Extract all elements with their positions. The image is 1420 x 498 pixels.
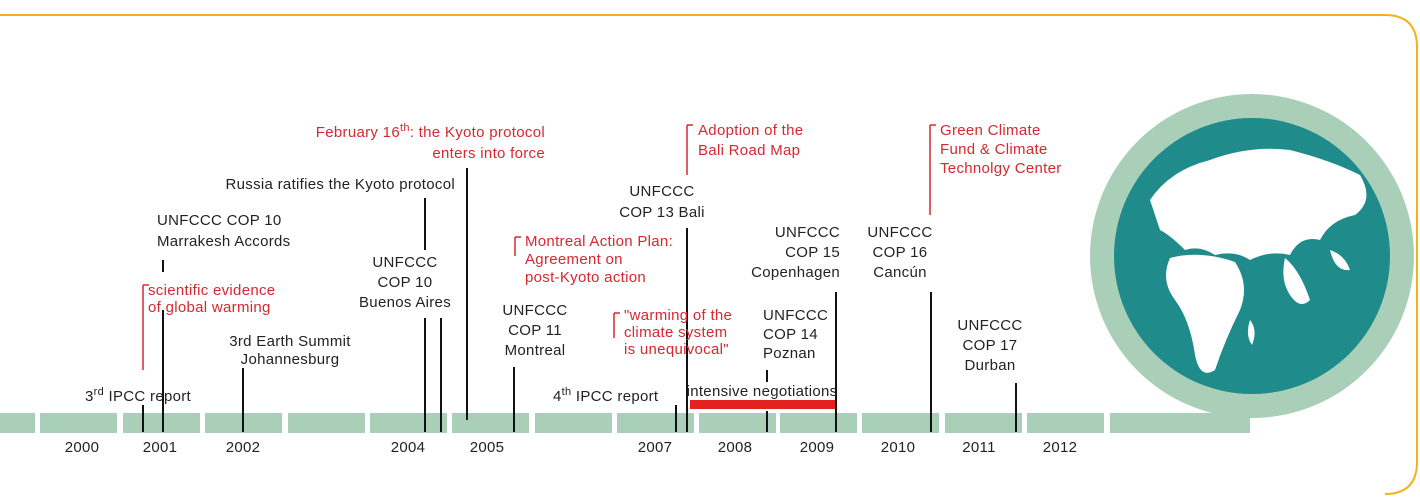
event-label: 4th IPCC report bbox=[553, 386, 659, 405]
label-part: IPCC report bbox=[571, 388, 658, 405]
superscript: th bbox=[562, 386, 572, 398]
year-label: 2002 bbox=[226, 439, 261, 456]
event-label: UNFCCC bbox=[502, 302, 567, 319]
event-label: COP 13 Bali bbox=[619, 204, 705, 221]
label-part: February 16 bbox=[316, 124, 400, 141]
event-label: Johannesburg bbox=[241, 351, 340, 368]
event-label: Russia ratifies the Kyoto protocol bbox=[226, 176, 455, 193]
year-label: 2008 bbox=[718, 439, 753, 456]
event-label: Bali Road Map bbox=[698, 142, 800, 159]
year-label: 2005 bbox=[470, 439, 505, 456]
event-label: Technolgy Center bbox=[940, 160, 1062, 177]
event-label: Fund & Climate bbox=[940, 141, 1048, 158]
labels: 2000 2001 2002 2004 2005 2007 2008 2009 2010 2011… bbox=[65, 122, 1078, 456]
event-label: climate system bbox=[624, 324, 727, 341]
event-label: COP 11 bbox=[508, 322, 562, 339]
event-label: Marrakesh Accords bbox=[157, 233, 290, 250]
event-label: UNFCCC bbox=[763, 307, 828, 324]
year-label: 2011 bbox=[962, 439, 995, 456]
event-label: UNFCCC COP 10 bbox=[157, 212, 281, 229]
event-label: Green Climate bbox=[940, 122, 1041, 139]
event-label: Poznan bbox=[763, 345, 816, 362]
event-label: 3rd IPCC report bbox=[85, 386, 192, 405]
year-label: 2012 bbox=[1043, 439, 1078, 456]
event-label: Durban bbox=[965, 357, 1016, 374]
event-label: of global warming bbox=[148, 299, 271, 316]
event-label: Montreal Action Plan: bbox=[525, 233, 673, 250]
event-label: "warming of the bbox=[624, 307, 732, 324]
event-label: Agreement on bbox=[525, 251, 623, 268]
connectors bbox=[142, 124, 1017, 432]
event-label: Adoption of the bbox=[698, 122, 803, 139]
event-label: COP 16 bbox=[873, 244, 928, 261]
event-label: COP 10 bbox=[378, 274, 433, 291]
label-part: IPCC report bbox=[104, 388, 191, 405]
event-label: scientific evidence bbox=[148, 282, 275, 299]
event-label: UNFCCC bbox=[775, 224, 840, 241]
superscript: th bbox=[400, 122, 410, 134]
year-label: 2009 bbox=[800, 439, 835, 456]
event-label: UNFCCC bbox=[629, 183, 694, 200]
event-label: Copenhagen bbox=[751, 264, 840, 281]
event-label: UNFCCC bbox=[372, 254, 437, 271]
event-label: post-Kyoto action bbox=[525, 269, 646, 286]
event-label: COP 15 bbox=[785, 244, 840, 261]
superscript: rd bbox=[94, 386, 104, 398]
year-label: 2010 bbox=[881, 439, 916, 456]
year-label: 2001 bbox=[143, 439, 178, 456]
event-label: is unequivocal" bbox=[624, 341, 729, 358]
globe bbox=[1090, 94, 1414, 418]
event-label: UNFCCC bbox=[957, 317, 1022, 334]
frame-border bbox=[0, 14, 1418, 495]
event-label: UNFCCC bbox=[867, 224, 932, 241]
year-label: 2000 bbox=[65, 439, 100, 456]
label-part: 3 bbox=[85, 388, 94, 405]
event-label: intensive negotiations bbox=[687, 383, 838, 400]
event-label: COP 14 bbox=[763, 326, 818, 343]
timeline-bar bbox=[0, 413, 1250, 433]
event-label: February 16th: the Kyoto protocol bbox=[316, 122, 545, 141]
event-label: Cancún bbox=[873, 264, 927, 281]
event-label: 3rd Earth Summit bbox=[229, 333, 351, 350]
event-label: Buenos Aires bbox=[359, 294, 451, 311]
event-label: COP 17 bbox=[963, 337, 1018, 354]
negotiation-bar bbox=[690, 400, 836, 409]
event-label: enters into force bbox=[432, 145, 545, 162]
year-label: 2004 bbox=[391, 439, 426, 456]
event-label: Montreal bbox=[505, 342, 566, 359]
label-part: 4 bbox=[553, 388, 562, 405]
year-label: 2007 bbox=[638, 439, 673, 456]
label-part: : the Kyoto protocol bbox=[410, 124, 545, 141]
